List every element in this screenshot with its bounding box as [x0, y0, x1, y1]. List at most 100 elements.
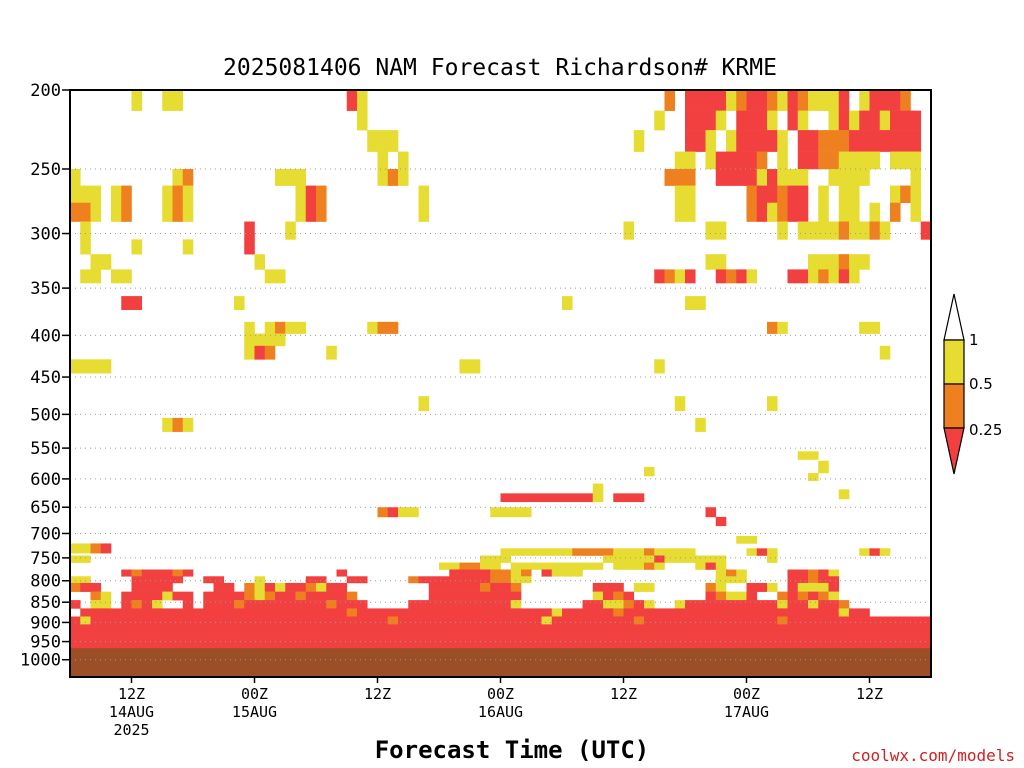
- ri-cell: [664, 634, 676, 649]
- ri-cell: [295, 168, 307, 186]
- ri-cell: [685, 548, 696, 556]
- ri-cell: [510, 600, 522, 609]
- ri-cell: [736, 151, 747, 170]
- ri-cell: [726, 569, 737, 577]
- ri-cell: [223, 616, 235, 625]
- ri-cell: [500, 624, 512, 635]
- ri-cell: [613, 548, 624, 556]
- ri-cell: [182, 591, 194, 601]
- ri-cell: [910, 185, 922, 204]
- ri-cell: [305, 591, 317, 601]
- ri-cell: [818, 202, 829, 222]
- ri-cell: [449, 582, 460, 592]
- ri-cell: [316, 576, 327, 584]
- x-tick-label: 00Z: [487, 685, 514, 703]
- ri-cell: [736, 130, 747, 152]
- ri-cell: [285, 624, 296, 635]
- ri-cell: [685, 130, 696, 152]
- ri-cell: [182, 239, 194, 255]
- ri-cell: [500, 493, 512, 503]
- ri-cell: [213, 616, 225, 625]
- ri-cell: [531, 548, 542, 556]
- ri-cell: [90, 591, 102, 601]
- ri-cell: [80, 576, 91, 584]
- ri-cell: [859, 616, 870, 625]
- ri-cell: [787, 576, 799, 584]
- ri-cell: [623, 555, 635, 563]
- ri-cell: [326, 624, 337, 635]
- ri-cell: [111, 608, 122, 617]
- ri-cell: [254, 591, 266, 601]
- ri-cell: [705, 616, 717, 625]
- ri-cell: [326, 591, 337, 601]
- ri-cell: [869, 110, 881, 131]
- ri-cell: [838, 90, 850, 111]
- ri-cell: [357, 616, 368, 625]
- ri-cell: [152, 582, 163, 592]
- ri-cell: [726, 269, 737, 284]
- ri-cell: [674, 396, 686, 412]
- ri-cell: [531, 624, 542, 635]
- chart-title: 2025081406 NAM Forecast Richardson# KRME: [223, 55, 777, 81]
- ri-cell: [449, 576, 460, 584]
- ri-cell: [674, 269, 686, 284]
- ri-cell: [244, 239, 255, 255]
- ri-cell: [746, 624, 758, 635]
- ri-cell: [131, 600, 143, 609]
- ri-cell: [705, 221, 717, 240]
- y-axis-ticks: 200 250 300 350 400 450 500 550 600 650 700 750 8008…: [20, 81, 70, 671]
- ri-cell: [418, 624, 430, 635]
- ri-cell: [439, 624, 450, 635]
- ri-cell: [141, 600, 153, 609]
- ri-cell: [377, 168, 389, 186]
- ri-cell: [849, 616, 860, 625]
- ri-cell: [551, 569, 563, 577]
- x-tick-label: 17AUG: [724, 703, 769, 721]
- ri-cell: [746, 616, 758, 625]
- ri-cell: [818, 576, 829, 584]
- ri-cell: [510, 493, 522, 503]
- ri-cell: [172, 591, 184, 601]
- ri-cell: [879, 616, 891, 625]
- ri-cell: [859, 634, 870, 649]
- ri-cell: [490, 507, 501, 518]
- ri-cell: [756, 634, 768, 649]
- ri-cell: [223, 582, 235, 592]
- ri-cell: [582, 562, 594, 570]
- ri-cell: [705, 600, 717, 609]
- ri-cell: [572, 493, 583, 503]
- ri-cell: [746, 130, 758, 152]
- ri-cell: [818, 634, 829, 649]
- ri-cell: [613, 493, 624, 503]
- ri-cell: [890, 151, 901, 170]
- ri-cell: [254, 345, 266, 360]
- ri-cell: [859, 130, 870, 152]
- ri-cell: [900, 624, 911, 635]
- ri-cell: [879, 221, 891, 240]
- ri-cell: [172, 569, 184, 577]
- ri-cell: [316, 634, 327, 649]
- ri-cell: [490, 555, 501, 563]
- ri-cell: [541, 608, 553, 617]
- y-tick-label: 550: [30, 439, 61, 459]
- ri-cell: [121, 634, 132, 649]
- ri-cell: [172, 185, 184, 204]
- ri-cell: [562, 493, 573, 503]
- ri-cell: [162, 582, 173, 592]
- ri-cell: [562, 634, 573, 649]
- ri-cell: [613, 634, 624, 649]
- ri-cell: [111, 185, 122, 204]
- ri-cell: [797, 151, 809, 170]
- ri-cell: [664, 168, 676, 186]
- ri-cell: [305, 202, 317, 222]
- ri-cell: [121, 296, 132, 310]
- ri-cell: [654, 548, 665, 556]
- legend-label: 0.5: [969, 375, 993, 393]
- ri-cell: [121, 608, 132, 617]
- ri-cell: [203, 591, 214, 601]
- ri-cell: [623, 493, 635, 503]
- ri-cell: [572, 562, 583, 570]
- ri-cell: [705, 624, 717, 635]
- ri-cell: [316, 616, 327, 625]
- ri-cell: [459, 562, 471, 570]
